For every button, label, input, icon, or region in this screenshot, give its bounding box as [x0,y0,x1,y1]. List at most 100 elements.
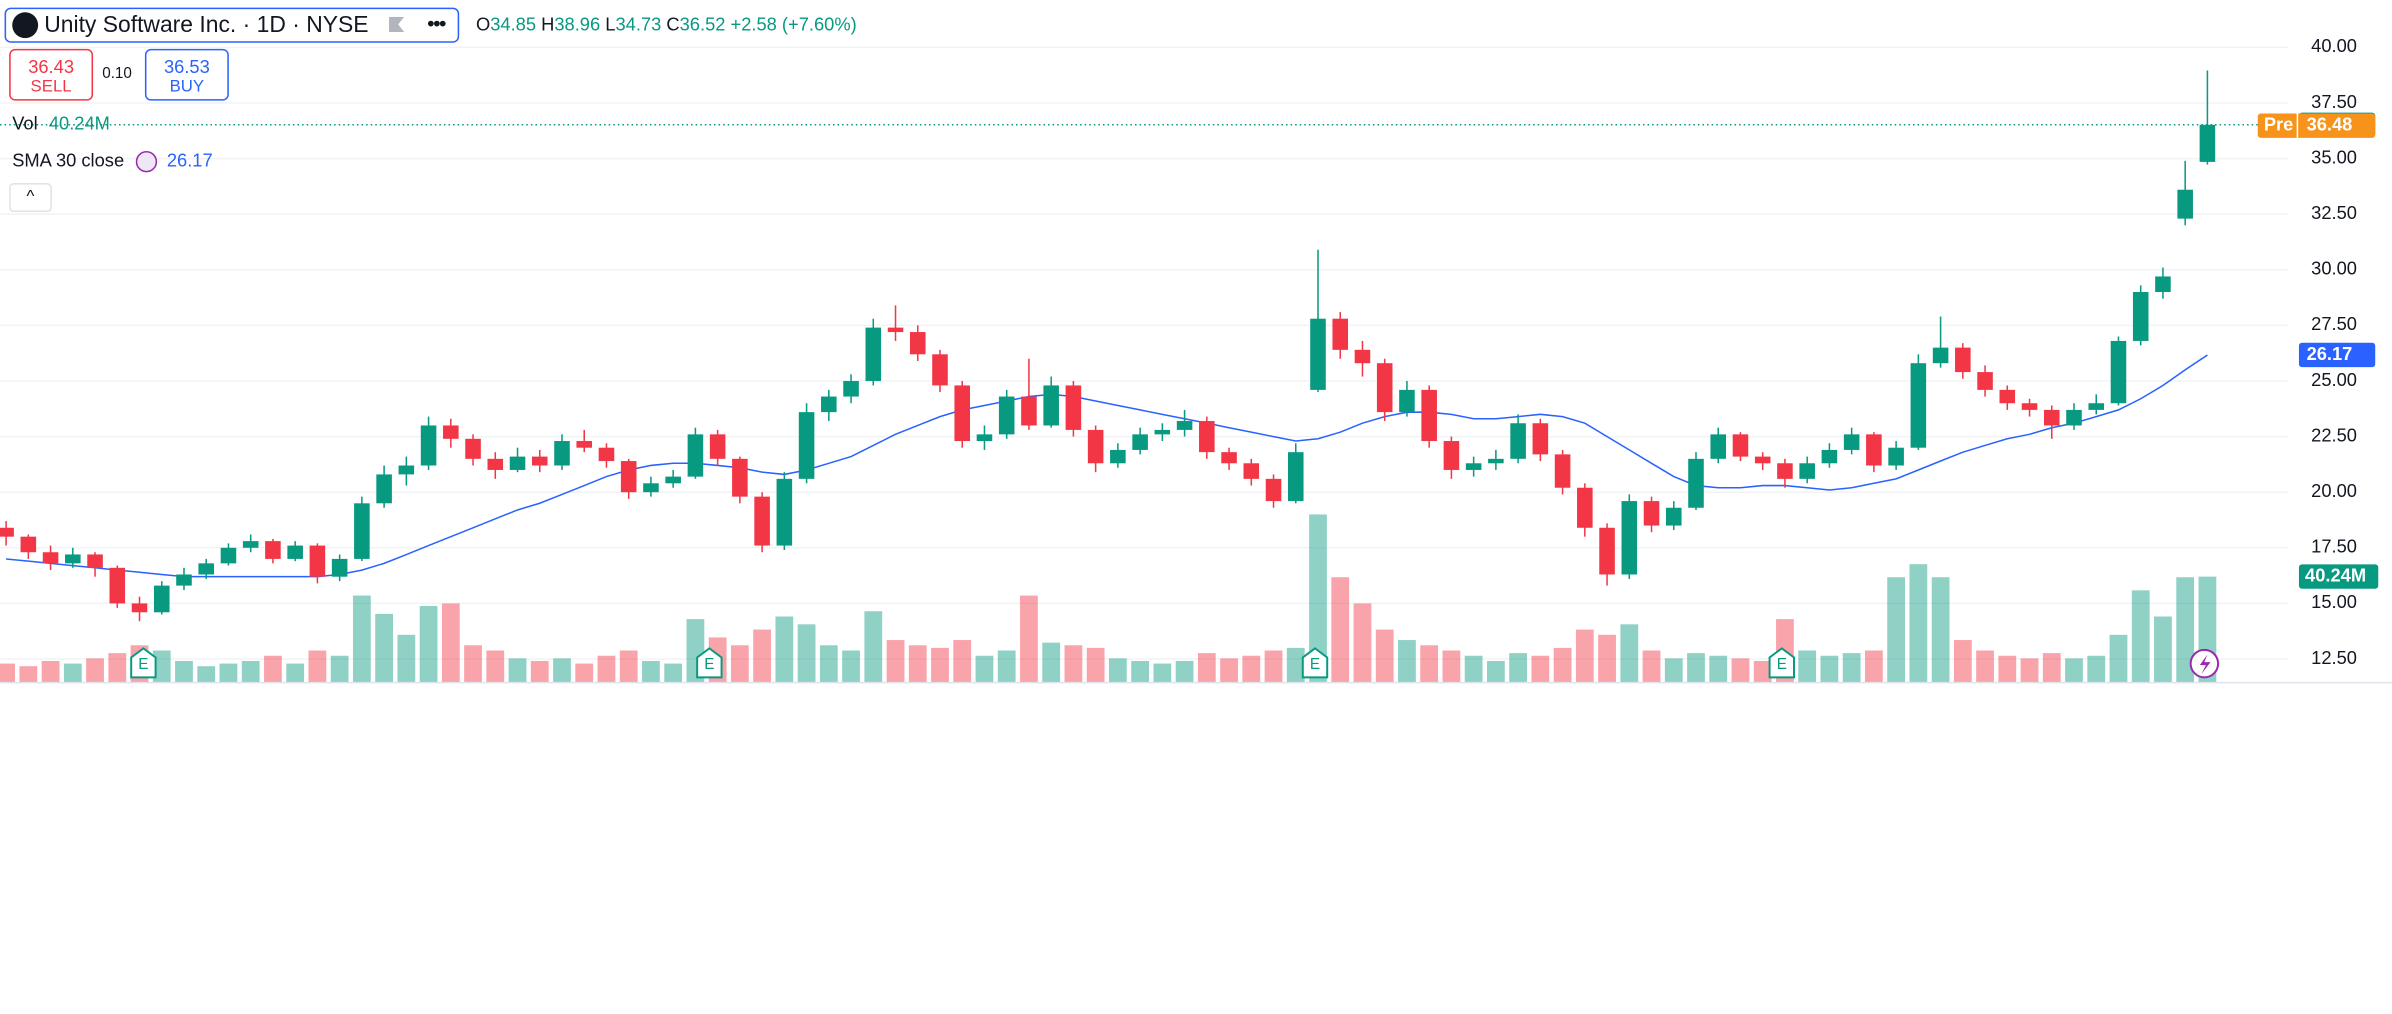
candle-body [2177,189,2193,219]
volume-bar [2020,658,2039,682]
candle-body [1243,463,1260,479]
y-tick-label: 17.50 [2311,536,2357,557]
volume-bar [553,658,571,682]
candle-body [2043,409,2060,426]
earnings-label: E [704,656,714,673]
candle-body [309,545,326,577]
volume-bar [1553,647,1572,682]
earnings-marker [696,647,723,679]
ohlc: O34.85 H38.96 L34.73 C36.52 +2.58 (+7.60… [476,14,857,35]
flag-icon[interactable] [389,16,405,33]
volume-bar [1664,658,1683,682]
volume-bar [1509,653,1528,682]
sma-icon[interactable] [136,150,158,173]
candle-body [1399,389,1415,413]
volume-bar [1108,658,1127,682]
candle-body [2088,403,2105,410]
y-tick-label: 30.00 [2311,258,2357,279]
candle-body [1688,458,1704,508]
volume-bar [975,655,994,682]
volume-bar [842,650,860,682]
candle-body [2199,124,2216,162]
candle-body [1621,501,1638,575]
candle-body [1421,389,1437,442]
ohlc-letter: L [605,13,616,36]
candle-body [354,503,370,559]
volume-bar [819,645,838,682]
candle-body [998,396,1015,435]
volume-bar [1909,564,1928,682]
candle-body [1265,478,1282,502]
volume-bar [530,660,549,682]
candle-body [687,434,704,477]
volume-bar [908,645,927,682]
candle-body [398,465,415,475]
sma-legend: SMA 30 close 26.17 [12,149,213,173]
volume-bar [1953,640,1972,682]
volume-bar [375,613,393,682]
candle-body [109,567,126,604]
candle-body [487,458,504,470]
volume-bar [330,655,349,682]
symbol-box[interactable]: Unity Software Inc. · 1D · NYSE ••• [4,7,460,43]
candle-body [1465,463,1482,470]
y-tick-label: 27.50 [2311,313,2357,334]
candle-body [598,447,615,462]
candle-body [865,327,882,381]
volume-bar [664,663,683,682]
sma-value: 26.17 [166,149,213,171]
candle-body [665,476,681,484]
collapse-button[interactable]: ^ [9,183,52,213]
candle-body [65,554,81,564]
volume-bar [464,645,482,682]
earnings-marker [130,647,157,679]
volume-bar [1931,577,1950,682]
volume-bar [1598,634,1616,682]
candle-body [1176,421,1193,430]
candle-body [932,354,948,386]
candle-body [1999,389,2016,404]
volume-bar [642,660,660,682]
ohlc-value: 38.96 [554,13,601,36]
event-icon [2199,654,2211,675]
sma-title: SMA 30 close [12,149,125,171]
volume-bar [775,616,794,682]
sell-price: 36.43 [28,56,75,78]
volume-bar [1798,650,1817,682]
volume-bar [241,660,260,682]
volume-bar [931,647,949,682]
volume-bar [441,603,460,682]
candle-body [1065,385,1082,430]
volume-bar [575,663,594,682]
sell-button[interactable]: 36.43 SELL [9,48,94,101]
ohlc-letter: C [666,13,680,36]
earnings-label: E [1777,656,1787,673]
volume-bar [63,663,82,682]
volume-bar [1531,655,1550,682]
y-tick-label: 12.50 [2311,647,2357,668]
volume-bar [197,666,216,682]
more-button[interactable]: ••• [427,10,446,36]
volume-bar [1398,640,1416,682]
candle-body [1554,454,1571,488]
buy-button[interactable]: 36.53 BUY [144,48,229,101]
candle-body [620,461,637,493]
candle-body [954,385,971,442]
candle-body [198,563,215,575]
premarket-label: 36.48 [2307,113,2353,134]
ohlc-value: 36.52 [679,13,726,36]
earnings-marker [1301,647,1329,679]
candle-body [2021,403,2038,410]
volume-bar [1353,603,1372,682]
volume-bar [352,595,371,682]
symbol-title: Unity Software Inc. · 1D · NYSE [44,12,369,39]
candle-body [1710,434,1727,459]
volume-bar [1709,655,1728,682]
candle-body [0,527,14,537]
sma-tag [2298,342,2376,368]
ohlc-letter: O [475,13,491,36]
candle-body [1777,463,1793,479]
candle-body [754,496,770,546]
volume-bars [0,514,2217,682]
